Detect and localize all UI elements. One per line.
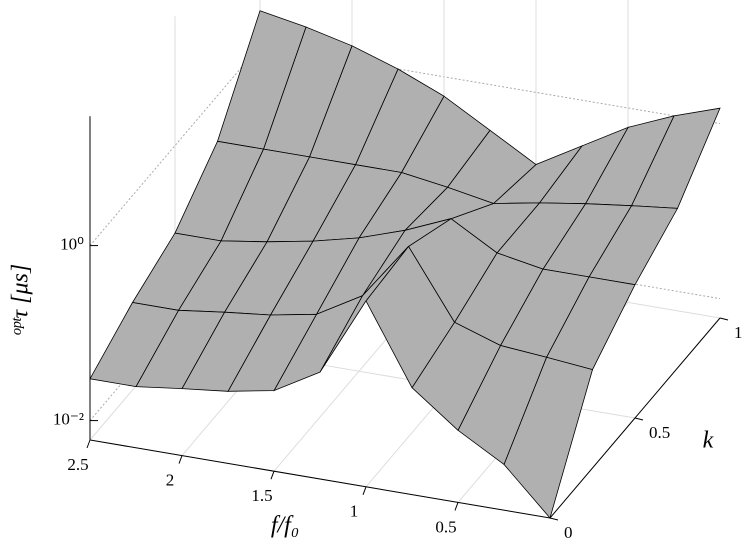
y-tick bbox=[634, 417, 644, 421]
x-tick-label: 1.5 bbox=[251, 486, 272, 505]
z-axis-label: ᵒᵖᵗτ [μs] bbox=[8, 264, 34, 336]
x-tick-label: 1 bbox=[350, 502, 359, 521]
y-tick bbox=[719, 317, 729, 321]
x-tick bbox=[362, 486, 367, 495]
x-tick bbox=[178, 455, 183, 464]
y-axis-label: k bbox=[703, 428, 714, 454]
x-tick-label: 2.5 bbox=[67, 455, 88, 474]
x-tick-label: 0.5 bbox=[435, 517, 456, 536]
y-tick-label: 1 bbox=[734, 323, 743, 342]
x-axis-label: f/f₀ bbox=[271, 513, 299, 539]
y-tick bbox=[549, 517, 559, 521]
x-tick bbox=[270, 471, 275, 480]
x-tick-label: 2 bbox=[166, 471, 175, 490]
z-tick-label: 10⁻² bbox=[53, 409, 84, 428]
y-tick-label: 0 bbox=[564, 523, 573, 542]
x-tick bbox=[454, 502, 459, 511]
y-tick-label: 0.5 bbox=[649, 423, 670, 442]
x-tick bbox=[86, 439, 91, 449]
z-tick-label: 10⁰ bbox=[60, 234, 84, 253]
surface-cell bbox=[89, 302, 180, 388]
grid-line bbox=[89, 45, 721, 246]
